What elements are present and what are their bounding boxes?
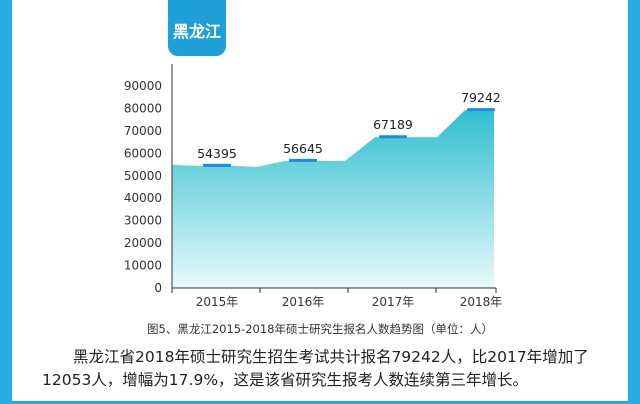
y-tick-label: 40000	[124, 191, 162, 205]
x-tick-label: 2017年	[372, 295, 415, 309]
y-tick-label: 60000	[124, 146, 162, 160]
data-marker	[379, 135, 407, 139]
x-tick-label: 2018年	[460, 295, 503, 309]
y-tick-label: 70000	[124, 124, 162, 138]
left-accent-bar	[0, 0, 12, 404]
bottom-accent-rule	[12, 401, 628, 404]
x-axis-ticks: 2015年 2016年 2017年 2018年	[171, 288, 503, 309]
y-tick-label: 50000	[124, 169, 162, 183]
x-tick-label: 2016年	[282, 295, 325, 309]
data-marker	[203, 163, 231, 167]
right-accent-bar	[628, 0, 640, 404]
data-marker	[467, 108, 495, 112]
area-chart: 0 10000 20000 30000 40000 50000 60000 70000 8000…	[124, 64, 503, 309]
data-labels: 54395 56645 67189 79242	[197, 90, 501, 161]
summary-paragraph: 黑龙江省2018年硕士研究生招生考试共计报名79242人，比2017年增加了12…	[42, 348, 589, 389]
year-markers	[203, 108, 495, 167]
area-fill	[172, 110, 494, 288]
y-tick-label: 30000	[124, 214, 162, 228]
y-tick-label: 10000	[124, 259, 162, 273]
y-tick-label: 20000	[124, 236, 162, 250]
data-label: 54395	[197, 146, 237, 161]
data-marker	[289, 158, 317, 162]
y-tick-label: 80000	[124, 101, 162, 115]
data-label: 67189	[373, 117, 413, 132]
y-axis-ticks: 0 10000 20000 30000 40000 50000 60000 70000 8000…	[124, 79, 162, 295]
region-badge: 黑龙江	[168, 0, 226, 56]
x-tick-label: 2015年	[196, 295, 239, 309]
chart-caption: 图5、黑龙江2015-2018年硕士研究生报名人数趋势图（单位：人）	[147, 322, 493, 336]
data-label: 79242	[461, 90, 501, 105]
y-tick-label: 90000	[124, 79, 162, 93]
y-tick-label: 0	[154, 281, 162, 295]
data-label: 56645	[283, 141, 323, 156]
